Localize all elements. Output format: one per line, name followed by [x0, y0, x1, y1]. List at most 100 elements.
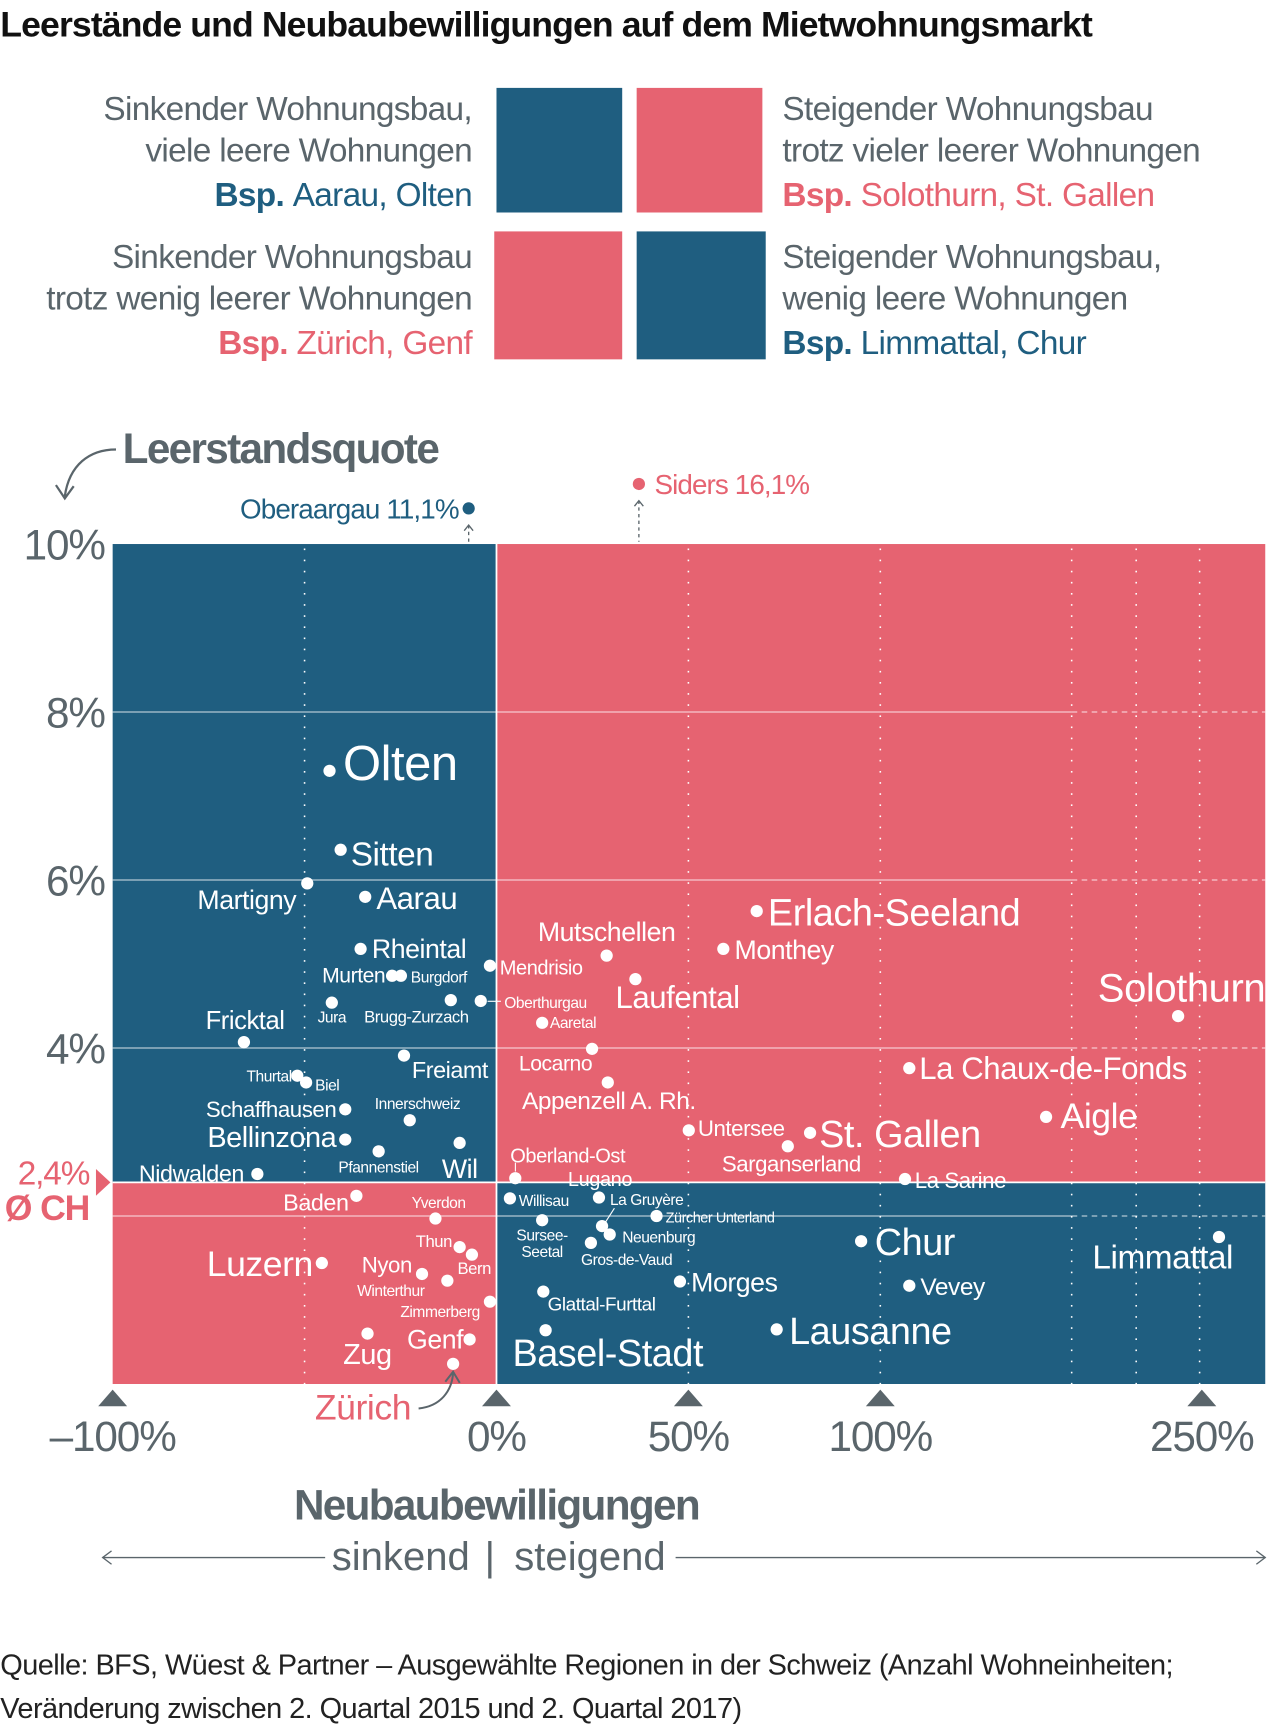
label-sursee-seetal: Sursee-Seetal	[516, 1227, 568, 1261]
curved-arrow-icon	[54, 448, 116, 501]
point-morges	[673, 1275, 687, 1288]
point-wil	[453, 1136, 466, 1150]
point-erlach-seeland	[750, 904, 763, 918]
point-mendrisio	[483, 959, 497, 972]
label-jura: Jura	[318, 1009, 347, 1026]
point-pfannenstiel	[372, 1145, 385, 1158]
label-zurich: Zürich	[315, 1388, 411, 1428]
label-zug: Zug	[343, 1339, 391, 1371]
y-tick-label: 6%	[46, 858, 105, 905]
label-lausanne: Lausanne	[789, 1311, 952, 1353]
label-la-sarine: La Sarine	[915, 1168, 1006, 1193]
direction-separator: |	[485, 1535, 495, 1579]
point-baden	[350, 1189, 363, 1202]
point-appenzell-a-rh	[601, 1076, 614, 1089]
point-nidwalden	[251, 1167, 264, 1181]
label-basel-stadt: Basel-Stadt	[512, 1333, 704, 1375]
point-jura	[325, 996, 338, 1009]
label-aigle: Aigle	[1061, 1096, 1138, 1136]
label-pfannenstiel: Pfannenstiel	[338, 1160, 418, 1177]
label-martigny: Martigny	[197, 885, 297, 915]
point-mutschellen	[600, 949, 613, 962]
label-zurcher-unterland: Zürcher Unterland	[666, 1211, 775, 1227]
quadrant-top-left	[112, 544, 497, 1183]
label-luzern: Luzern	[207, 1244, 313, 1284]
x-tick-label: 100%	[828, 1413, 932, 1460]
point-luzern	[315, 1256, 328, 1270]
legend: Sinkender Wohnungsbau, viele leere Wohnu…	[46, 87, 1201, 362]
legend-example: Bsp. Solothurn, St. Gallen	[782, 177, 1154, 214]
label-mutschellen: Mutschellen	[538, 917, 676, 947]
point-gros-de-vaud	[584, 1236, 598, 1250]
legend-text: viele leere Wohnungen	[145, 132, 472, 169]
arrow-up-icon	[463, 524, 474, 532]
point-sitten	[334, 843, 347, 856]
label-oberland-ost: Oberland-Ost	[510, 1146, 626, 1168]
label-genf: Genf	[407, 1324, 464, 1354]
legend-swatch-blue	[636, 231, 766, 360]
point-biel	[299, 1076, 313, 1089]
point-monthey	[717, 942, 730, 956]
point-locarno	[585, 1042, 599, 1055]
point-zug	[361, 1327, 374, 1340]
label-erlach-seeland: Erlach-Seeland	[768, 893, 1020, 935]
label-monthey: Monthey	[735, 935, 835, 965]
label-chur: Chur	[875, 1222, 955, 1264]
label-thun: Thun	[416, 1232, 452, 1251]
label-baden: Baden	[283, 1189, 348, 1215]
label-biel: Biel	[315, 1077, 339, 1094]
label-laufental: Laufental	[616, 980, 740, 1015]
label-freiamt: Freiamt	[412, 1057, 489, 1083]
point-la-chaux-de-fonds	[903, 1062, 916, 1075]
label-locarno: Locarno	[519, 1052, 592, 1075]
point-martigny	[301, 877, 314, 890]
label-vevey: Vevey	[920, 1274, 986, 1301]
label-gros-de-vaud: Gros-de-Vaud	[581, 1252, 672, 1269]
legend-example: Bsp. Zürich, Genf	[218, 325, 473, 362]
average-label: Ø CH	[5, 1188, 90, 1228]
label-aarau: Aarau	[376, 881, 457, 916]
point-aarau	[359, 890, 372, 903]
plot-area: 10% 8% 6% 4% 2,4%Ø CH –100% 0% 50% 100% 250%	[5, 522, 1266, 1460]
point-bern	[465, 1248, 479, 1261]
point-laufental	[629, 973, 642, 986]
point-zurcher-unterland	[650, 1209, 663, 1223]
label-appenzell-a-rh: Appenzell A. Rh.	[522, 1088, 696, 1115]
point-neuenburg	[603, 1228, 616, 1241]
point-bellinzona	[339, 1133, 352, 1146]
label-siders: Siders 16,1%	[654, 469, 809, 500]
point-la-gruyere	[595, 1219, 609, 1233]
point-untersee	[682, 1124, 695, 1137]
direction-right-label: steigend	[514, 1535, 665, 1579]
x-axis-title: Neubaubewilligungen	[294, 1482, 699, 1529]
point-st-gallen	[803, 1126, 817, 1139]
point-glattal-furttal	[537, 1285, 550, 1298]
label-glattal-furttal: Glattal-Furttal	[548, 1295, 656, 1316]
leader-line	[603, 1207, 615, 1225]
source-line-2: Veränderung zwischen 2. Quartal 2015 und…	[0, 1693, 741, 1725]
y-tick-label: 4%	[46, 1026, 105, 1073]
legend-example: Bsp. Limmattal, Chur	[782, 325, 1086, 362]
point-schaffhausen	[339, 1103, 352, 1116]
legend-example: Bsp. Aarau, Olten	[214, 177, 472, 214]
label-nidwalden: Nidwalden	[139, 1161, 244, 1187]
label-neuenburg: Neuenburg	[622, 1230, 695, 1247]
x-tick-marker-icon	[865, 1389, 895, 1407]
label-yverdon: Yverdon	[412, 1195, 466, 1212]
label-burgdorf: Burgdorf	[411, 969, 468, 986]
point-murten	[385, 969, 399, 982]
label-thurtal: Thurtal	[246, 1068, 291, 1085]
average-value-label: 2,4%	[18, 1156, 90, 1193]
label-oberaargau: Oberaargau 11,1%	[240, 493, 459, 524]
label-rheintal: Rheintal	[372, 934, 466, 964]
label-sitten: Sitten	[351, 837, 434, 874]
label-fricktal: Fricktal	[206, 1007, 285, 1035]
point-oberthurgau	[474, 994, 487, 1008]
point-zimmerberg	[483, 1295, 497, 1308]
x-tick-label: 250%	[1150, 1413, 1254, 1460]
label-innerschweiz: Innerschweiz	[375, 1096, 460, 1113]
label-sarganserland: Sarganserland	[722, 1152, 861, 1177]
point-freiamt	[397, 1049, 411, 1062]
label-murten: Murten	[322, 964, 385, 987]
